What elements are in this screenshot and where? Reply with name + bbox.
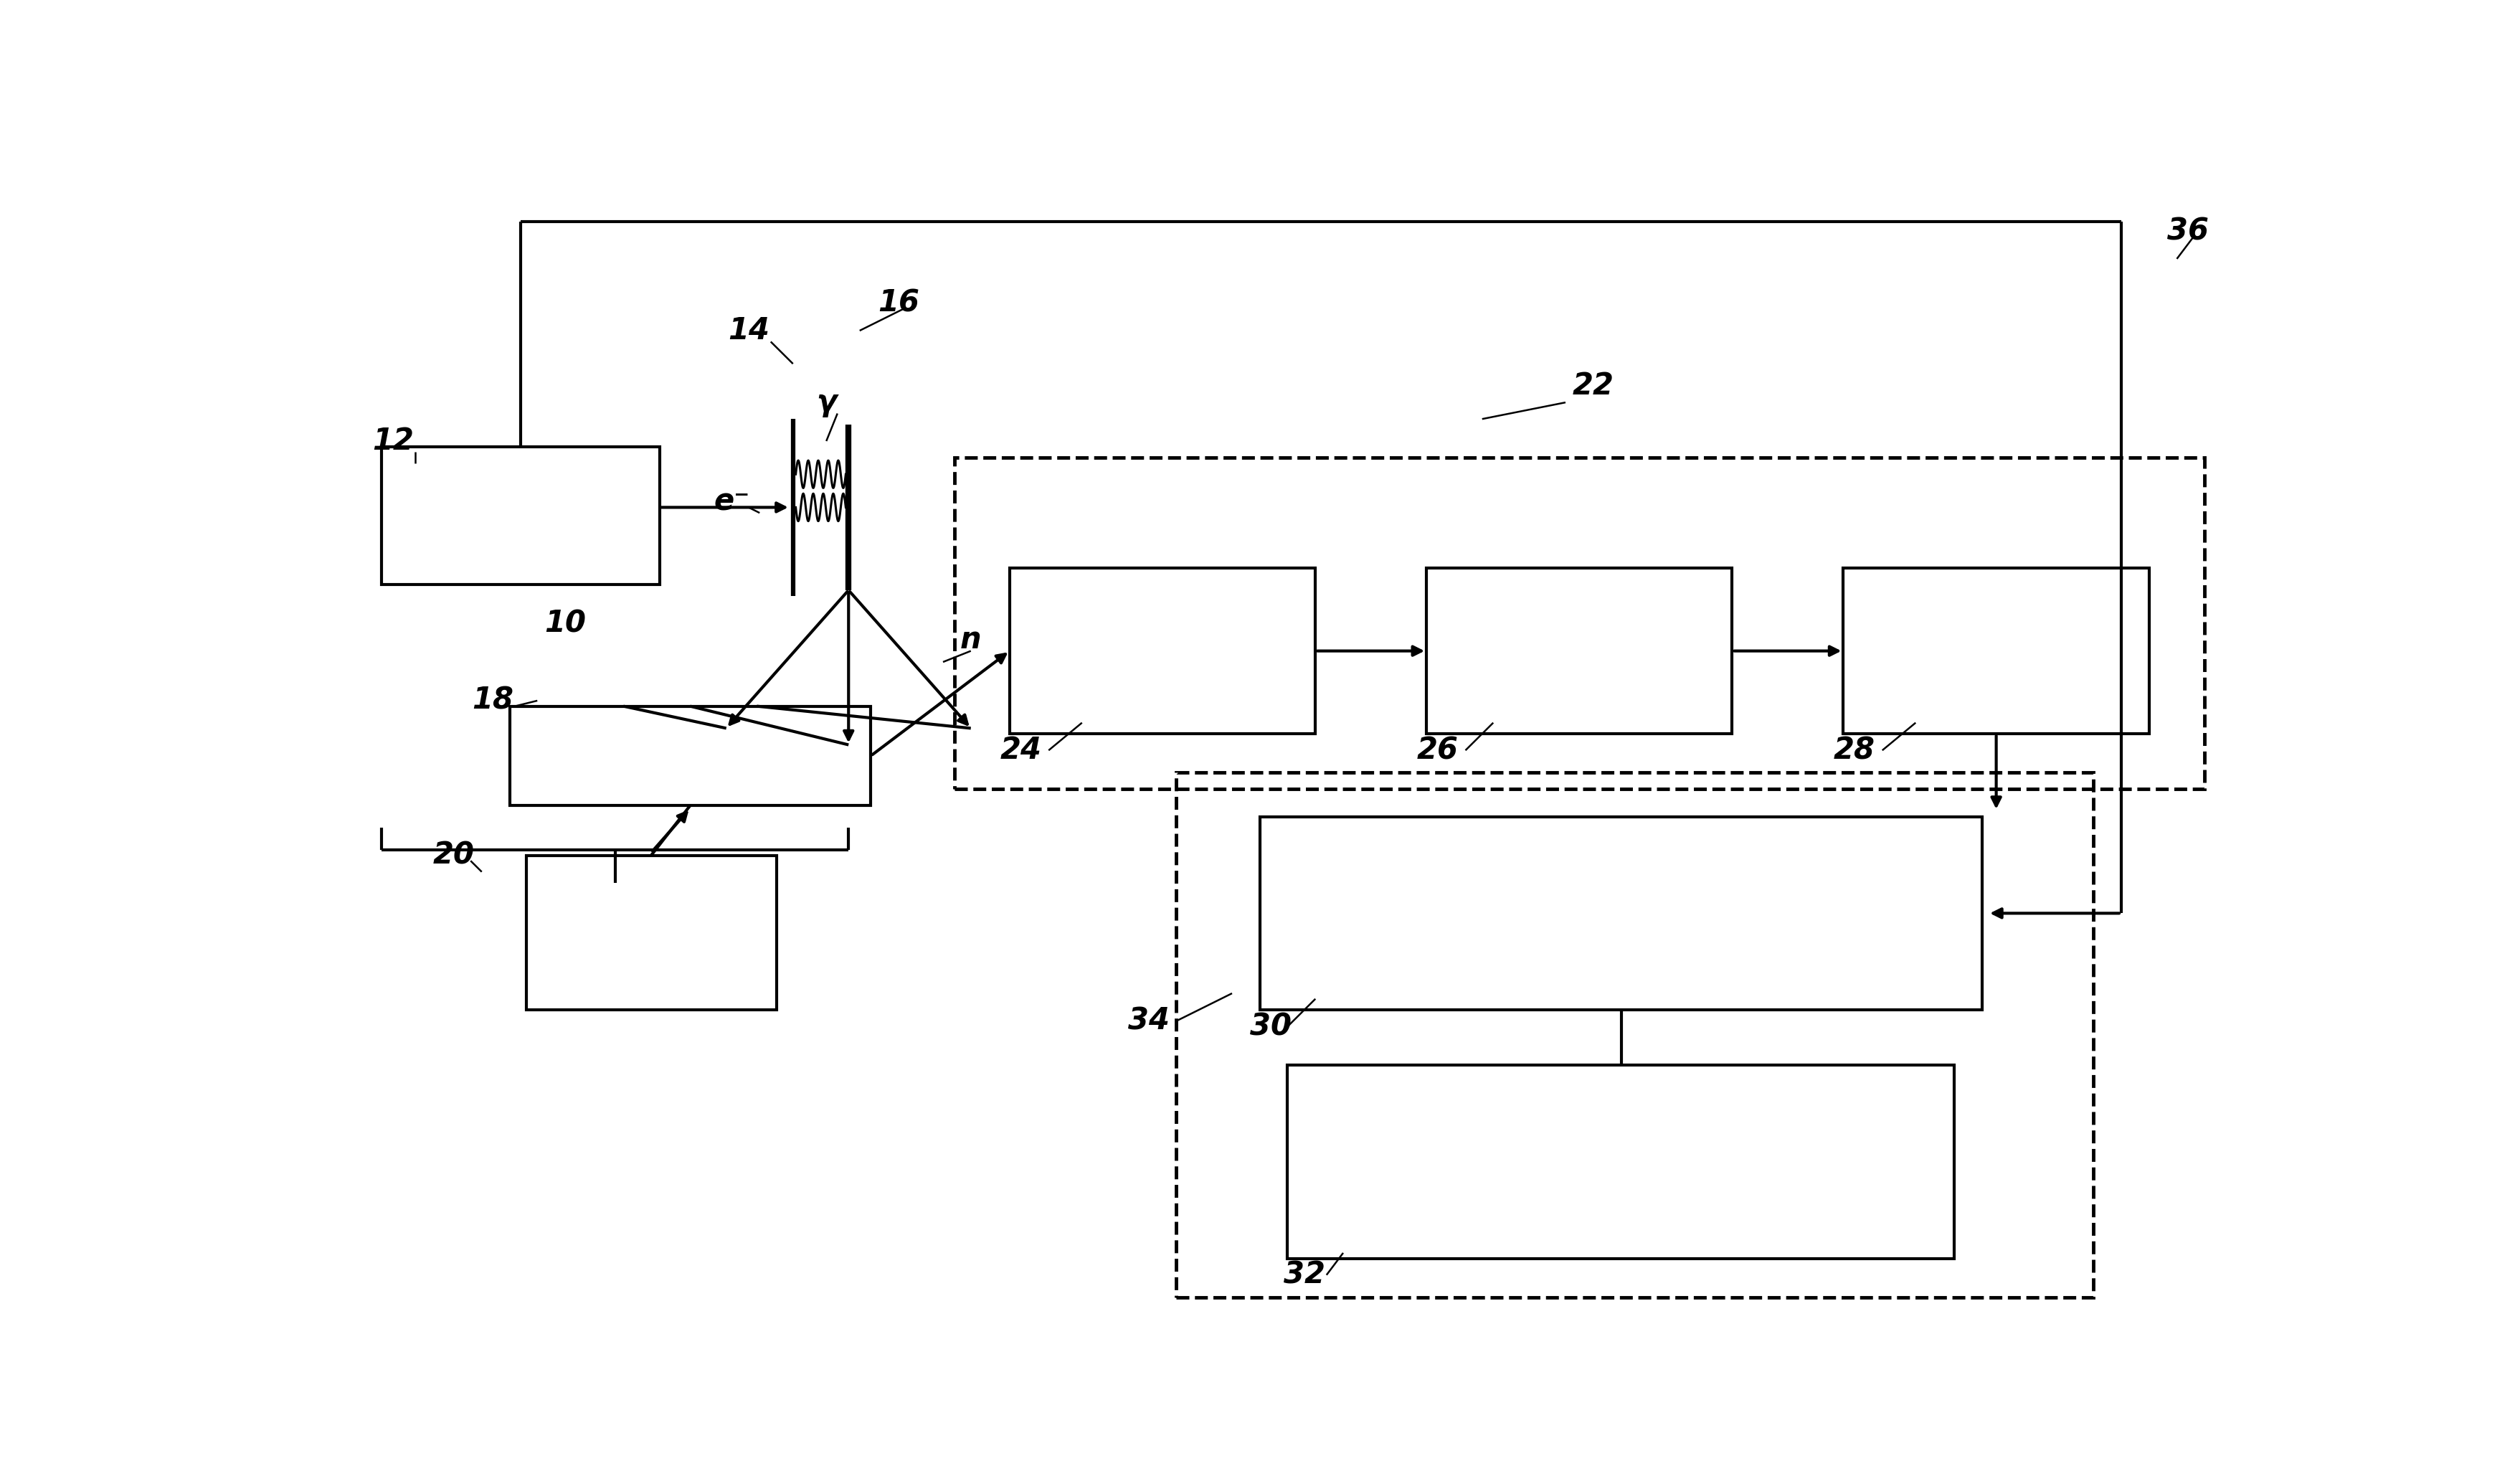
Bar xyxy=(1426,568,1731,734)
Bar xyxy=(381,447,660,584)
Text: 10: 10 xyxy=(544,608,585,639)
Text: 28: 28 xyxy=(1835,735,1875,766)
Text: 24: 24 xyxy=(1000,735,1041,766)
Text: 22: 22 xyxy=(1572,370,1615,401)
Text: n: n xyxy=(960,624,980,655)
Text: 12: 12 xyxy=(373,427,413,456)
Text: 26: 26 xyxy=(1416,735,1459,766)
Bar xyxy=(955,458,2205,790)
Text: 18: 18 xyxy=(471,685,514,716)
Text: 20: 20 xyxy=(433,840,474,871)
Bar xyxy=(1011,568,1315,734)
Text: 16: 16 xyxy=(877,288,920,319)
Bar xyxy=(1177,772,2094,1297)
Bar xyxy=(1260,816,1983,1010)
Bar xyxy=(1845,568,2150,734)
Text: 30: 30 xyxy=(1250,1011,1293,1042)
Bar xyxy=(527,855,776,1010)
Text: γ: γ xyxy=(816,387,837,418)
Bar xyxy=(1288,1066,1956,1259)
Text: e⁻: e⁻ xyxy=(713,487,751,517)
Text: 14: 14 xyxy=(728,316,769,345)
Text: 34: 34 xyxy=(1129,1005,1169,1036)
Text: 32: 32 xyxy=(1283,1261,1326,1290)
Bar xyxy=(509,706,872,806)
Text: 36: 36 xyxy=(2167,215,2208,246)
